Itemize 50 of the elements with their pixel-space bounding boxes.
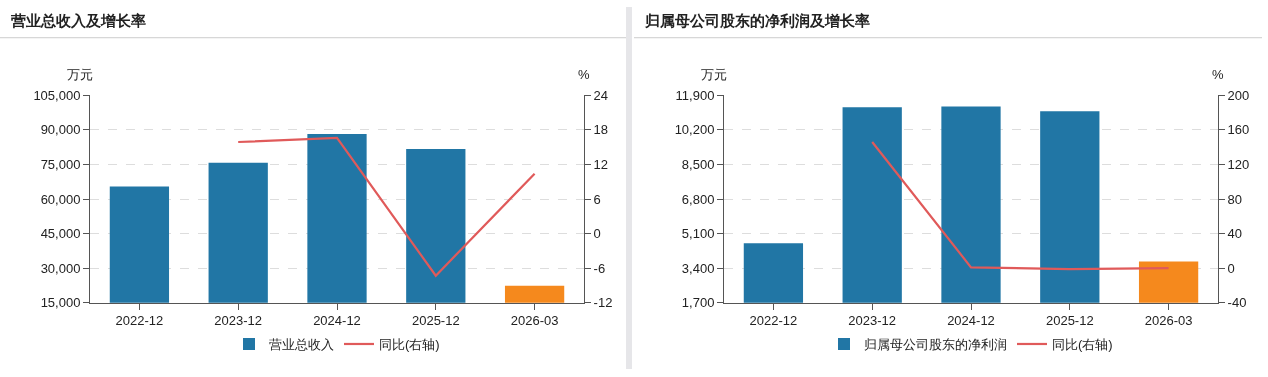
y-tick-label: 105,000 xyxy=(33,87,81,103)
y-tick-label: 15,000 xyxy=(40,295,81,311)
y2-tick-label: 18 xyxy=(593,122,609,138)
chart-title: 营业总收入及增长率 xyxy=(10,12,146,29)
x-tick-label: 2025-12 xyxy=(1045,313,1094,329)
y2-tick-label: 80 xyxy=(1227,191,1243,207)
x-tick-label: 2025-12 xyxy=(411,313,460,329)
chart-title: 归属母公司股东的净利润及增长率 xyxy=(644,12,870,29)
y-tick-label: 75,000 xyxy=(40,157,81,173)
legend-label: 同比(右轴) xyxy=(379,337,440,353)
line-series xyxy=(871,140,1170,271)
y-tick-label: 1,700 xyxy=(681,295,715,311)
y2-tick-label: -12 xyxy=(593,295,613,311)
x-tick-label: 2024-12 xyxy=(947,313,995,329)
y-tick-label: 8,500 xyxy=(681,157,715,173)
line-series xyxy=(237,136,536,277)
y-tick-label: 11,900 xyxy=(675,87,715,103)
legend-label: 归属母公司股东的净利润 xyxy=(864,337,1007,353)
x-tick-label: 2024-12 xyxy=(313,313,361,329)
y-tick-label: 45,000 xyxy=(40,226,81,242)
legend-label: 同比(右轴) xyxy=(1052,337,1113,353)
y2-tick-label: -40 xyxy=(1227,295,1247,311)
y2-tick-label: 12 xyxy=(593,157,609,173)
y2-tick-label: 120 xyxy=(1227,157,1250,173)
y2-tick-label: 6 xyxy=(593,191,601,207)
y-tick-label: 6,800 xyxy=(681,191,715,207)
y2-axis-title: % xyxy=(1212,67,1224,82)
y2-tick-label: 160 xyxy=(1227,122,1250,138)
y2-tick-label: 40 xyxy=(1227,226,1243,242)
x-tick-label: 2026-03 xyxy=(1144,313,1193,329)
y-tick-label: 5,100 xyxy=(681,226,715,242)
x-tick-label: 2026-03 xyxy=(510,313,559,329)
y2-tick-label: 0 xyxy=(1227,260,1235,276)
y-tick-label: 3,400 xyxy=(681,260,715,276)
y2-tick-label: 24 xyxy=(593,87,609,103)
x-tick-label: 2023-12 xyxy=(848,313,897,329)
y-axis-title: 万元 xyxy=(701,67,727,82)
legend-label: 营业总收入 xyxy=(269,337,334,353)
x-tick-label: 2022-12 xyxy=(115,313,164,329)
x-tick-label: 2022-12 xyxy=(749,313,798,329)
y-axis-title: 万元 xyxy=(67,67,93,82)
y2-tick-label: 0 xyxy=(593,226,601,242)
y2-tick-label: -6 xyxy=(593,260,606,276)
y-tick-label: 30,000 xyxy=(40,260,81,276)
x-tick-label: 2023-12 xyxy=(214,313,263,329)
y-tick-label: 90,000 xyxy=(40,122,81,138)
y-tick-label: 10,200 xyxy=(674,122,715,138)
y2-axis-title: % xyxy=(578,67,590,82)
y-tick-label: 60,000 xyxy=(40,191,81,207)
y2-tick-label: 200 xyxy=(1227,87,1250,103)
